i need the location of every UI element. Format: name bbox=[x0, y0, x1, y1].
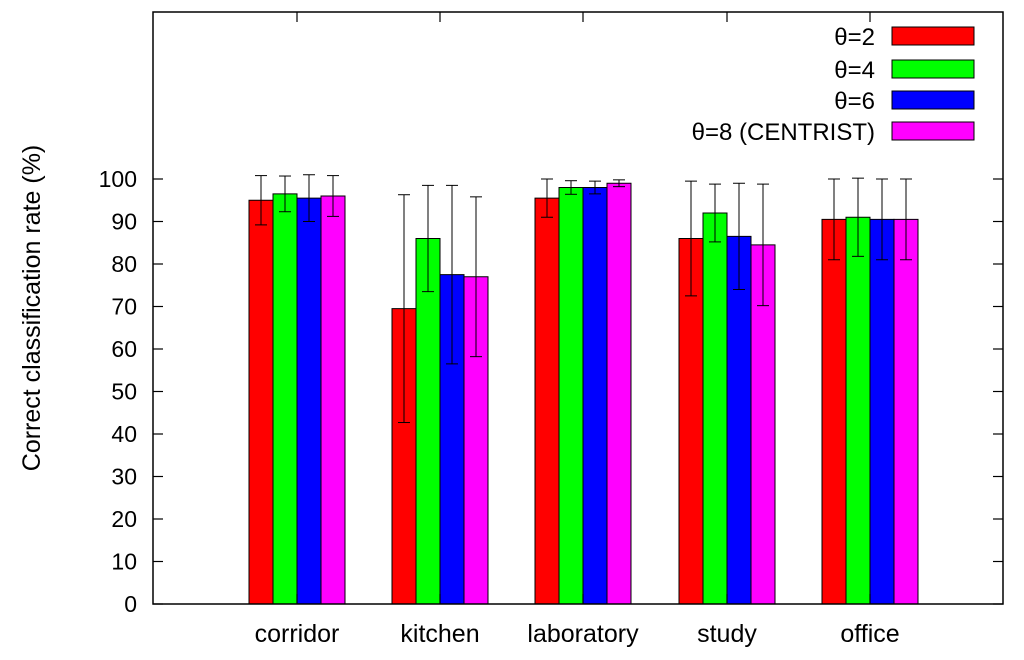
legend: θ=2 θ=4 θ=6 θ=8 (CENTRIST) bbox=[692, 24, 975, 146]
y-tick-label: 50 bbox=[111, 379, 137, 405]
x-tick-label-corridor: corridor bbox=[255, 620, 340, 648]
bar-corridor-6 bbox=[296, 197, 322, 605]
bar-office-6 bbox=[869, 218, 895, 605]
x-tick-label-study: study bbox=[697, 620, 757, 648]
y-tick-label: 0 bbox=[124, 591, 137, 617]
legend-swatch-8-centrist bbox=[891, 121, 975, 141]
y-axis: 0 10 20 30 40 50 60 70 80 90 100 bbox=[99, 166, 1003, 617]
x-tick-label-office: office bbox=[840, 620, 899, 648]
bar-corridor-8-centrist bbox=[320, 195, 346, 605]
bar-kitchen-4 bbox=[415, 238, 441, 605]
y-tick-label: 60 bbox=[111, 336, 137, 362]
bars-layer bbox=[248, 182, 919, 605]
bar-office-4 bbox=[845, 216, 871, 605]
plot-frame bbox=[152, 11, 1004, 605]
legend-swatch-4 bbox=[891, 59, 975, 79]
bar-study-4 bbox=[702, 212, 728, 605]
bar-study-6 bbox=[726, 235, 752, 605]
legend-swatch-2 bbox=[891, 26, 975, 46]
legend-swatch-6 bbox=[891, 90, 975, 110]
bar-office-2 bbox=[821, 218, 847, 605]
legend-label-8-centrist: θ=8 (CENTRIST) bbox=[692, 119, 875, 146]
bar-office-8-centrist bbox=[893, 218, 919, 605]
x-tick-label-laboratory: laboratory bbox=[527, 620, 639, 648]
bar-corridor-2 bbox=[248, 199, 274, 605]
bar-laboratory-8-centrist bbox=[606, 182, 632, 605]
error-bars-layer bbox=[255, 174, 912, 424]
bar-laboratory-2 bbox=[534, 197, 560, 605]
y-tick-label: 90 bbox=[111, 209, 137, 235]
y-tick-label: 100 bbox=[99, 166, 137, 192]
y-tick-label: 30 bbox=[111, 464, 137, 490]
legend-label-6: θ=6 bbox=[834, 88, 875, 115]
y-tick-label: 20 bbox=[111, 506, 137, 532]
y-tick-label: 10 bbox=[111, 549, 137, 575]
x-tick-label-kitchen: kitchen bbox=[400, 620, 479, 648]
bar-laboratory-6 bbox=[582, 187, 608, 605]
y-tick-label: 70 bbox=[111, 294, 137, 320]
bar-corridor-4 bbox=[272, 193, 298, 605]
bar-laboratory-4 bbox=[558, 187, 584, 605]
y-axis-title: Correct classification rate (%) bbox=[18, 145, 46, 471]
x-axis: corridor kitchen laboratory study office bbox=[255, 12, 900, 648]
y-tick-label: 40 bbox=[111, 421, 137, 447]
legend-label-4: θ=4 bbox=[834, 57, 875, 84]
y-tick-label: 80 bbox=[111, 251, 137, 277]
legend-label-2: θ=2 bbox=[834, 24, 875, 51]
